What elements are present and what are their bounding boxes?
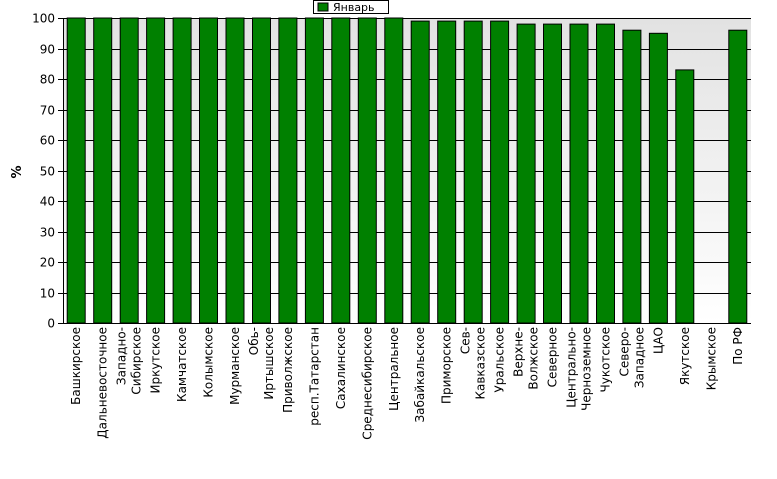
legend[interactable]: Январь — [313, 0, 389, 15]
x-tick-label: Кавказское — [474, 327, 488, 400]
bar[interactable] — [384, 17, 404, 324]
x-tick-label: Уральское — [493, 327, 507, 393]
legend-box — [313, 0, 389, 14]
x-tick-label: Сев- — [459, 327, 473, 354]
x-tick-label: Центрально- — [565, 327, 579, 408]
bar[interactable] — [569, 23, 589, 324]
bar[interactable] — [490, 20, 510, 324]
bar[interactable] — [463, 20, 483, 324]
bar[interactable] — [66, 17, 86, 324]
x-tick-label: Верхне- — [512, 327, 526, 377]
bar[interactable] — [596, 23, 615, 324]
y-tick-label: 0 — [47, 317, 55, 331]
bar[interactable] — [304, 17, 324, 324]
x-tick-label: Северо- — [617, 327, 631, 377]
y-tick-label: 20 — [40, 256, 55, 270]
x-tick-label: Якутское — [678, 327, 692, 385]
bar[interactable] — [278, 17, 298, 324]
bar[interactable] — [728, 29, 748, 324]
x-tick-label: Забайкальское — [413, 327, 427, 423]
bar[interactable] — [199, 17, 218, 324]
x-tick-label: Центральное — [387, 327, 401, 411]
y-axis-ticks: 0 10 20 30 40 50 60 70 80 90 100 — [32, 12, 63, 331]
bar[interactable] — [172, 17, 192, 324]
x-tick-label: Дальневосточное — [96, 327, 110, 439]
bar[interactable] — [93, 17, 113, 324]
y-tick-label: 40 — [40, 195, 55, 209]
x-tick-label: Сахалинское — [334, 327, 348, 409]
y-tick-label: 10 — [40, 287, 55, 301]
x-tick-label: Колымское — [202, 327, 216, 398]
x-axis-labels: Башкирское Дальневосточное Западно- Сибирск… — [69, 327, 745, 440]
bar[interactable] — [622, 29, 642, 324]
x-tick-label: Сибирское — [130, 327, 144, 395]
bar[interactable] — [543, 23, 562, 324]
y-tick-label: 80 — [40, 73, 55, 87]
x-tick-label: Северное — [546, 327, 560, 387]
x-tick-label: Приморское — [440, 327, 454, 404]
y-tick-label: 90 — [40, 43, 55, 57]
x-tick-label: Обь- — [247, 327, 261, 355]
x-tick-label: Крымское — [704, 327, 718, 390]
x-tick-label: ЦАО — [651, 327, 665, 354]
bar[interactable] — [119, 17, 139, 324]
bar[interactable] — [410, 20, 430, 324]
bar[interactable] — [331, 17, 351, 324]
x-tick-label: Западно- — [115, 327, 129, 385]
y-tick-label: 70 — [40, 104, 55, 118]
x-tick-label: Камчатское — [175, 327, 189, 402]
legend-swatch — [317, 2, 329, 12]
legend-label: Январь — [333, 1, 375, 14]
bar[interactable] — [225, 17, 245, 324]
x-tick-label: Приволжское — [281, 327, 295, 413]
plot-area — [63, 18, 751, 323]
y-tick-label: 100 — [32, 12, 55, 26]
x-tick-label: Волжское — [527, 327, 541, 390]
x-tick-label: Чукотское — [599, 327, 613, 392]
bar[interactable] — [252, 17, 271, 324]
y-tick-label: 30 — [40, 226, 55, 240]
x-tick-label: респ.Татарстан — [307, 327, 321, 426]
y-axis-label: % — [10, 165, 25, 178]
bar[interactable] — [146, 17, 166, 324]
x-tick-label: Иркутское — [149, 327, 163, 394]
y-tick-label: 60 — [40, 134, 55, 148]
x-tick-label: Западное — [632, 327, 646, 388]
bar[interactable] — [437, 20, 457, 324]
x-tick-label: Среднесибирское — [360, 327, 374, 440]
x-tick-label: По РФ — [731, 327, 745, 365]
x-tick-label: Мурманское — [228, 327, 242, 405]
bar[interactable] — [675, 69, 695, 324]
bar[interactable] — [357, 17, 377, 324]
bar[interactable] — [648, 32, 668, 324]
x-tick-label: Черноземное — [580, 327, 594, 411]
bar[interactable] — [516, 23, 536, 324]
x-tick-label: Иртышское — [262, 327, 276, 400]
y-tick-label: 50 — [40, 165, 55, 179]
x-tick-label: Башкирское — [69, 327, 83, 405]
